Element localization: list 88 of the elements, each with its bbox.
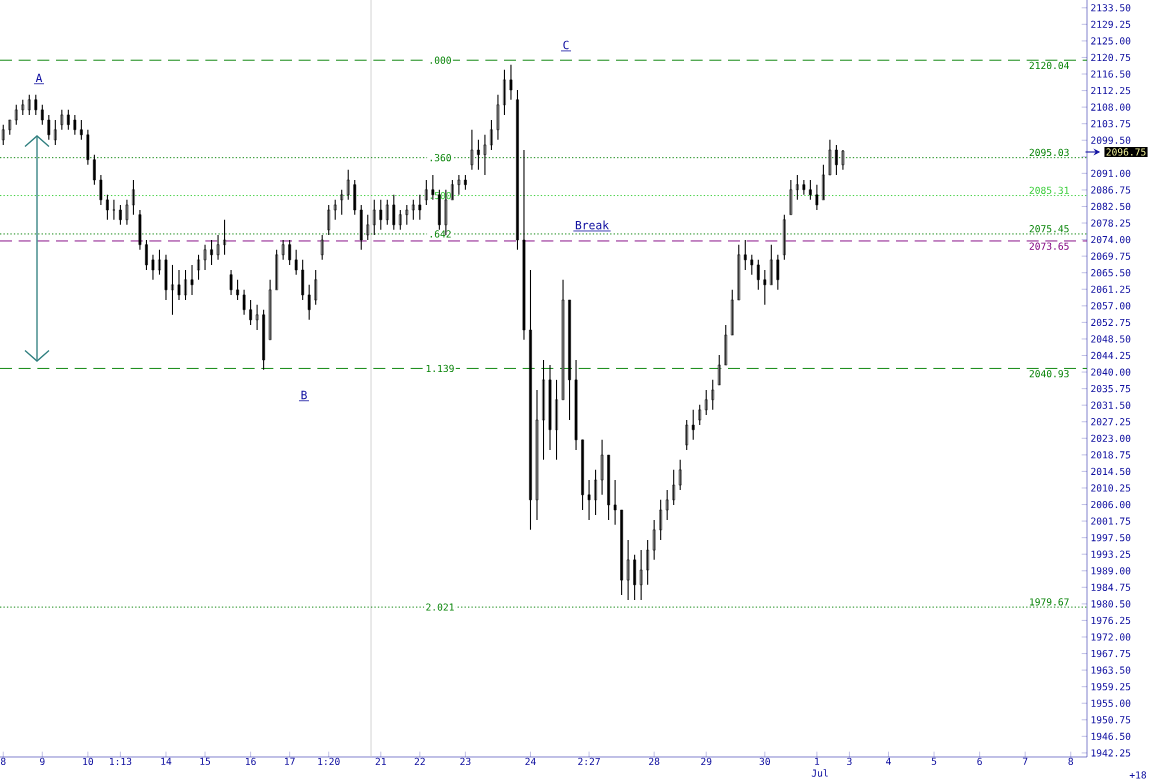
- x-tick-label: 30: [759, 757, 770, 766]
- y-tick-label: 1976.25: [1091, 616, 1131, 625]
- x-tick-label: 1:20: [318, 757, 340, 766]
- ref-line-label: 2075.45: [1029, 225, 1069, 233]
- x-tick-label: 2:27: [578, 757, 600, 765]
- y-tick-label: 2091.00: [1091, 169, 1131, 177]
- annotation: 2.021: [426, 603, 454, 611]
- x-tick-label: 21: [375, 757, 386, 765]
- y-tick-label: 1980.50: [1091, 600, 1131, 608]
- y-tick-label: 2057.00: [1091, 302, 1131, 310]
- y-tick-label: 2052.75: [1091, 318, 1131, 327]
- ref-line-label: 1979.67: [1030, 598, 1069, 606]
- x-tick-label: 7: [1022, 757, 1028, 765]
- y-tick-label: 2018.75: [1091, 451, 1131, 459]
- x-tick-label: 22: [414, 757, 425, 765]
- y-tick-label: 2074.00: [1091, 235, 1131, 244]
- x-tick-label: 6: [977, 757, 982, 766]
- text: 2096.75: [1106, 148, 1146, 156]
- y-tick-label: 1955.00: [1091, 699, 1131, 707]
- y-tick-label: 2086.75: [1091, 186, 1131, 194]
- y-tick-label: 2078.25: [1091, 219, 1131, 227]
- y-tick-label: 2031.50: [1091, 401, 1131, 409]
- text: +18: [1129, 771, 1147, 779]
- y-tick-label: 2120.75: [1091, 53, 1131, 62]
- y-tick-label: 2065.50: [1091, 269, 1131, 277]
- y-tick-label: 2023.00: [1091, 434, 1131, 442]
- y-tick-label: 2001.75: [1091, 517, 1131, 525]
- x-tick-label: 23: [460, 757, 471, 766]
- y-tick-label: 1946.50: [1091, 732, 1131, 740]
- ref-line-label: 2120.04: [1029, 61, 1069, 70]
- y-tick-label: 2116.50: [1091, 70, 1131, 78]
- ref-line-label: 2085.31: [1029, 186, 1069, 194]
- x-tick-label: 5: [931, 757, 937, 765]
- x-tick-label: 16: [245, 757, 256, 766]
- x-tick-label: 8: [1068, 757, 1074, 766]
- y-tick-label: 2133.50: [1091, 4, 1131, 12]
- y-tick-label: 2099.50: [1091, 136, 1131, 144]
- x-tick-label: 3: [847, 757, 852, 766]
- y-tick-label: 2112.25: [1091, 86, 1131, 95]
- x-tick-label: 14: [161, 757, 172, 765]
- y-tick-label: 1997.50: [1091, 534, 1131, 542]
- annotation: .360: [430, 154, 451, 162]
- annotation: A: [35, 73, 43, 83]
- y-tick-label: 2048.50: [1091, 335, 1131, 343]
- text: Jul: [811, 769, 828, 777]
- annotation: .642: [430, 230, 451, 238]
- annotation: B: [301, 390, 307, 400]
- y-tick-label: 2125.00: [1091, 37, 1131, 45]
- x-tick-label: 24: [525, 757, 536, 765]
- y-tick-label: 2044.25: [1091, 351, 1131, 360]
- y-tick-label: 1942.25: [1091, 749, 1131, 757]
- ref-line-label: 2040.93: [1029, 370, 1069, 378]
- annotation: Break: [575, 220, 609, 230]
- x-tick-label: 4: [886, 757, 891, 765]
- y-tick-label: 2069.75: [1091, 252, 1131, 260]
- y-tick-label: 1967.75: [1091, 649, 1131, 658]
- y-tick-label: 2010.25: [1091, 484, 1131, 492]
- x-tick-label: 10: [83, 757, 94, 766]
- x-tick-label: 15: [200, 757, 211, 765]
- x-tick-label: 8: [0, 757, 6, 766]
- y-tick-label: 2082.50: [1091, 202, 1131, 211]
- y-tick-label: 1963.50: [1091, 666, 1131, 674]
- y-tick-label: 1984.75: [1091, 583, 1131, 591]
- y-tick-label: 1959.25: [1091, 683, 1131, 691]
- x-tick-label: 17: [285, 757, 295, 765]
- y-tick-label: 1972.00: [1091, 633, 1131, 641]
- ref-line-label: 2095.03: [1029, 148, 1069, 157]
- x-tick-label: 1:13: [110, 757, 132, 766]
- x-tick-label: 9: [40, 757, 45, 766]
- y-tick-label: 2027.25: [1091, 418, 1131, 426]
- y-tick-label: 2006.00: [1091, 500, 1131, 509]
- ref-line-label: 2073.65: [1029, 242, 1069, 250]
- annotation: 1.139: [426, 364, 454, 373]
- y-tick-label: 1993.25: [1091, 550, 1131, 558]
- y-tick-label: 2061.25: [1091, 285, 1131, 293]
- annotation: C: [563, 40, 569, 50]
- annotation: .000: [430, 56, 451, 64]
- y-tick-label: 2014.50: [1091, 467, 1131, 476]
- y-tick-label: 1989.00: [1091, 567, 1131, 575]
- y-tick-label: 2035.75: [1091, 384, 1131, 393]
- y-tick-label: 2108.00: [1091, 103, 1131, 111]
- y-tick-label: 2129.25: [1091, 20, 1131, 28]
- x-tick-label: 28: [649, 757, 660, 766]
- y-tick-label: 2040.00: [1091, 368, 1131, 376]
- x-tick-label: 29: [701, 757, 712, 766]
- x-tick-label: 1: [815, 757, 820, 765]
- y-tick-label: 2103.75: [1091, 120, 1131, 128]
- y-tick-label: 1950.75: [1091, 716, 1131, 724]
